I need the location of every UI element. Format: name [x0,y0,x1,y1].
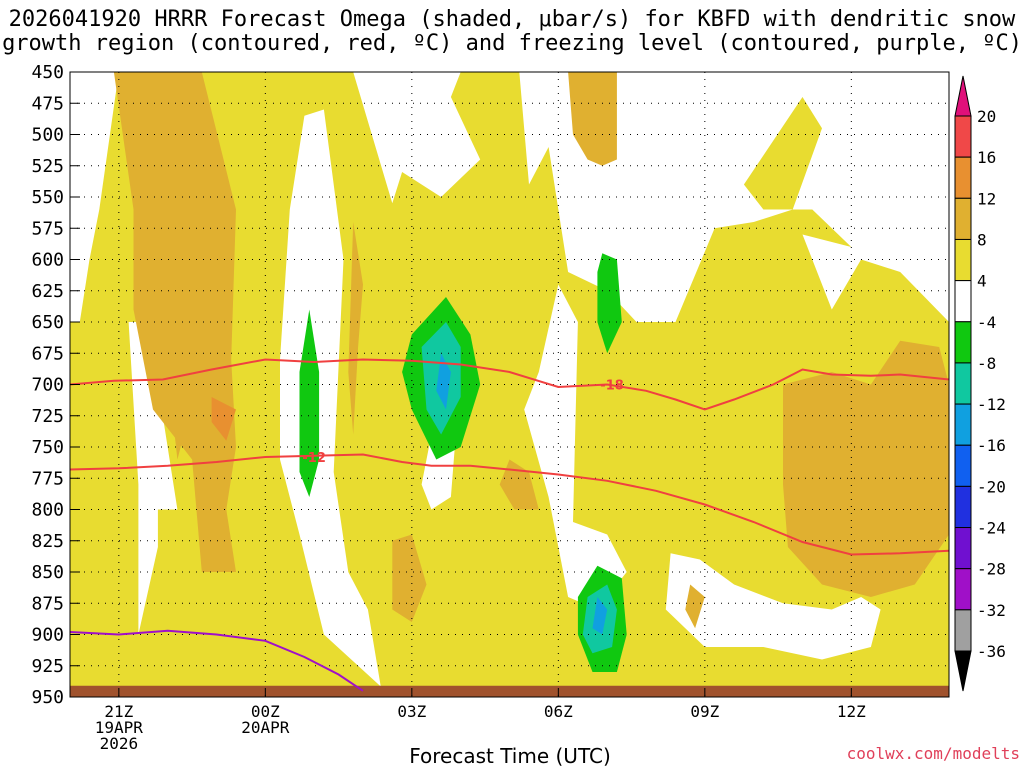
colorbar-label-20: 20 [977,107,996,126]
omega-region-0 [70,72,949,697]
colorbar-bin-16 [954,115,972,158]
colorbar-label--28: -28 [977,560,1006,579]
ground-bar [70,685,949,697]
x-axis-title: Forecast Time (UTC) [409,744,611,768]
omega-region-5 [499,459,539,510]
colorbar-min-arrow [954,650,972,692]
omega-region-6 [568,72,617,166]
y-tick-label-500: 500 [31,125,64,146]
omega-region-4 [392,534,427,622]
y-tick-label-625: 625 [31,281,64,302]
omega-region-3 [348,222,363,435]
colorbar-bin--32 [954,568,972,611]
x-tick-label-12Z-0: 12Z [837,702,866,721]
omega-region-12 [597,253,622,354]
colorbar-bin--24 [954,485,972,529]
colorbar: 20 16 12 8 4 -4 -8 -12 -16 -20 -24 -28 -32 -36 [954,75,1006,692]
y-tick-label-925: 925 [31,656,64,677]
omega-region-9 [211,397,236,441]
contour-label-dendritic-lower: -12 [302,451,326,466]
x-tick-label-09Z-0: 09Z [690,702,719,721]
omega-region-2 [167,78,197,460]
y-tick-label-525: 525 [31,156,64,177]
colorbar-bin--16 [954,403,972,446]
colorbar-bin-8 [954,197,972,240]
x-tick-label-21Z-0: 21Z [104,702,133,721]
y-tick-label-775: 775 [31,468,64,489]
contour-freezing-level [69,629,364,692]
omega-region-10 [299,309,320,497]
y-tick-label-600: 600 [31,250,64,271]
temperature-contours: -18 -12 [69,358,950,692]
colorbar-label-16: 16 [977,148,996,167]
omega-region-16 [436,353,451,410]
y-tick-label-725: 725 [31,406,64,427]
colorbar-max-arrow [954,75,972,117]
colorbar-label--4: -4 [977,313,996,332]
y-tick-label-450: 450 [31,62,64,83]
y-tick-label-550: 550 [31,187,64,208]
y-tick-label-800: 800 [31,500,64,521]
colorbar-label--12: -12 [977,395,1006,414]
colorbar-bin--20 [954,444,972,487]
contour-dendritic-upper [69,358,950,411]
colorbar-bin--4 [954,280,972,323]
colorbar-bin-12 [954,156,972,199]
colorbar-bin-4 [954,238,972,282]
y-tick-label-950: 950 [31,687,64,708]
colorbar-bin--12 [954,362,972,405]
x-tick-label-21Z-2: 2026 [100,734,139,753]
omega-region-17 [592,597,608,635]
x-tick-label-00Z-1: 20APR [241,718,290,737]
colorbar-bin--36 [954,609,972,652]
contour-dendritic-lower [69,453,950,556]
colorbar-bin--8 [954,321,972,364]
colorbar-label-4: 4 [977,272,987,291]
omega-region-7 [685,584,705,629]
omega-shaded-regions [70,72,949,697]
x-tick-label-06Z-0: 06Z [544,702,573,721]
colorbar-label-12: 12 [977,189,996,208]
colorbar-label--20: -20 [977,477,1006,496]
y-tick-label-900: 900 [31,625,64,646]
y-tick-label-575: 575 [31,218,64,239]
colorbar-label--24: -24 [977,519,1006,538]
ground-layer [70,685,949,697]
y-tick-label-650: 650 [31,312,64,333]
colorbar-label--32: -32 [977,601,1006,620]
y-tick-label-825: 825 [31,531,64,552]
credit-link[interactable]: coolwx.com/modelts [846,744,1020,763]
colorbar-bin--28 [954,527,972,570]
x-tick-label-03Z-0: 03Z [397,702,426,721]
colorbar-label--36: -36 [977,642,1006,661]
colorbar-label--16: -16 [977,436,1006,455]
y-tick-label-875: 875 [31,593,64,614]
omega-region-8 [783,340,949,597]
y-tick-label-750: 750 [31,437,64,458]
y-tick-label-675: 675 [31,343,64,364]
contour-label-dendritic-upper: -18 [600,379,624,394]
y-tick-label-700: 700 [31,375,64,396]
x-tick-label-21Z-1: 19APR [95,718,144,737]
chart-title-line-2: growth region (contoured, red, ºC) and f… [2,31,1022,56]
y-tick-label-850: 850 [31,562,64,583]
y-tick-label-475: 475 [31,93,64,114]
chart-title-line-1: 2026041920 HRRR Forecast Omega (shaded, … [8,7,1016,32]
colorbar-label-8: 8 [977,230,987,249]
y-axis: 450 475 500 525 550 575 600 625 650 675 700 725 750 7… [31,62,80,708]
x-tick-label-00Z-0: 00Z [251,702,280,721]
colorbar-label--8: -8 [977,354,996,373]
